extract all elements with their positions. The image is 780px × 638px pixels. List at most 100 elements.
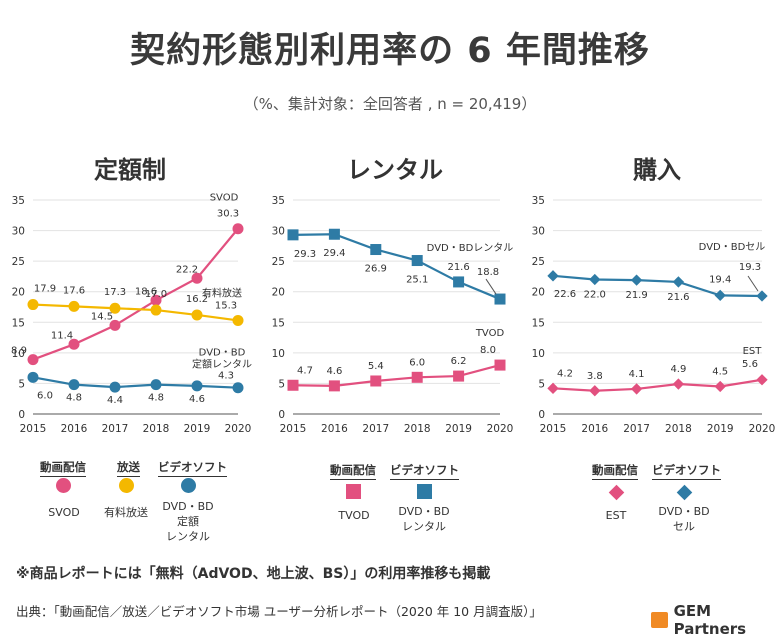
x-tick-label: 2015 bbox=[540, 423, 567, 435]
data-label: 4.5 bbox=[712, 366, 728, 377]
data-point bbox=[630, 383, 643, 395]
data-label: 25.1 bbox=[406, 275, 428, 286]
data-point bbox=[714, 380, 726, 393]
data-label: 18.8 bbox=[477, 267, 499, 278]
data-label: 5.4 bbox=[368, 361, 384, 372]
data-label: 19.4 bbox=[709, 274, 731, 285]
legend3-category-videosoft: ビデオソフト bbox=[652, 462, 721, 480]
data-point bbox=[672, 378, 685, 390]
data-label: 26.9 bbox=[365, 264, 387, 275]
y-tick-label: 5 bbox=[18, 378, 25, 390]
x-tick-label: 2020 bbox=[225, 423, 252, 435]
y-tick-label: 30 bbox=[12, 226, 25, 238]
data-point bbox=[370, 375, 382, 387]
series-line bbox=[552, 274, 763, 298]
data-label: 22.0 bbox=[584, 289, 606, 300]
legend-category-streaming: 動画配信 bbox=[40, 459, 86, 477]
data-point bbox=[27, 299, 39, 311]
data-label: 3.8 bbox=[587, 371, 603, 382]
x-tick-label: 2018 bbox=[665, 423, 692, 435]
data-point bbox=[589, 385, 601, 397]
data-point bbox=[494, 359, 506, 371]
series-name-label: EST bbox=[743, 346, 763, 357]
data-label: 4.9 bbox=[670, 364, 686, 375]
y-tick-label: 5 bbox=[278, 378, 285, 390]
y-tick-label: 25 bbox=[12, 256, 25, 268]
chart-title-subscription: 定額制 bbox=[94, 156, 166, 184]
legend-marker-dvd-subscription bbox=[181, 478, 196, 493]
series-line bbox=[292, 364, 501, 387]
data-label: 29.3 bbox=[294, 249, 316, 260]
y-tick-label: 35 bbox=[532, 195, 545, 207]
y-tick-label: 35 bbox=[12, 195, 25, 207]
data-point bbox=[232, 314, 244, 326]
y-tick-label: 20 bbox=[272, 287, 285, 299]
series-name-label: DVD・BD bbox=[199, 348, 246, 359]
x-tick-label: 2017 bbox=[362, 423, 389, 435]
y-tick-label: 35 bbox=[272, 195, 285, 207]
x-tick-label: 2020 bbox=[487, 423, 514, 435]
y-tick-label: 20 bbox=[12, 287, 25, 299]
data-label: 16.2 bbox=[186, 294, 208, 305]
data-label: 4.6 bbox=[189, 394, 205, 405]
x-tick-label: 2017 bbox=[623, 423, 650, 435]
data-label: 4.1 bbox=[629, 369, 645, 380]
legend-label-tvod: TVOD bbox=[338, 509, 370, 522]
leader-line bbox=[747, 275, 759, 292]
data-point bbox=[370, 244, 382, 256]
legend-marker-dvd-rental bbox=[417, 484, 432, 499]
data-point bbox=[68, 379, 80, 391]
series-name-label: DVD・BDセル bbox=[699, 241, 766, 253]
x-tick-label: 2018 bbox=[404, 423, 431, 435]
legend-label-est: EST bbox=[605, 509, 627, 522]
data-point bbox=[27, 371, 39, 383]
series-name-label: SVOD bbox=[210, 193, 239, 204]
chart-title-purchase: 購入 bbox=[633, 156, 681, 184]
x-tick-label: 2018 bbox=[143, 423, 170, 435]
series-name-label: DVD・BDレンタル bbox=[427, 242, 514, 254]
data-point bbox=[150, 304, 162, 316]
data-label: 19.3 bbox=[739, 262, 761, 273]
data-point bbox=[191, 380, 203, 392]
data-label: 5.6 bbox=[742, 359, 758, 370]
data-label: 8.9 bbox=[11, 346, 27, 357]
data-point bbox=[287, 229, 299, 241]
data-point bbox=[672, 276, 685, 288]
data-point bbox=[191, 272, 203, 284]
source-citation: 出典：「動画配信／放送／ビデオソフト市場 ユーザー分析レポート（2020 年 1… bbox=[16, 604, 542, 619]
legend-category-broadcast: 放送 bbox=[117, 459, 140, 477]
data-point bbox=[589, 273, 601, 286]
data-point bbox=[630, 274, 643, 286]
data-label: 21.6 bbox=[447, 262, 469, 273]
legend-marker-svod bbox=[56, 478, 71, 493]
data-point bbox=[494, 293, 506, 305]
y-tick-label: 0 bbox=[18, 409, 25, 421]
series-line bbox=[32, 303, 239, 322]
y-tick-label: 10 bbox=[272, 348, 285, 360]
x-tick-label: 2019 bbox=[707, 423, 734, 435]
data-point bbox=[328, 228, 340, 240]
y-tick-label: 0 bbox=[538, 409, 545, 421]
data-label: 22.6 bbox=[554, 289, 576, 300]
x-tick-label: 2016 bbox=[581, 423, 608, 435]
logo-icon bbox=[651, 612, 668, 628]
data-point bbox=[453, 370, 465, 382]
data-point bbox=[756, 290, 768, 302]
data-label: 4.8 bbox=[66, 393, 82, 404]
data-point bbox=[287, 379, 299, 391]
legend2-category-streaming: 動画配信 bbox=[330, 462, 376, 480]
x-tick-label: 2019 bbox=[445, 423, 472, 435]
series-line bbox=[32, 228, 239, 361]
legend2-category-videosoft: ビデオソフト bbox=[390, 462, 459, 480]
data-label: 14.5 bbox=[91, 311, 113, 322]
data-label: 11.4 bbox=[51, 330, 73, 341]
data-label: 6.0 bbox=[409, 357, 425, 368]
legend-label-dvd-rental: DVD・BD レンタル bbox=[398, 505, 450, 533]
data-point bbox=[411, 371, 423, 383]
data-label: 17.3 bbox=[104, 287, 126, 298]
x-tick-label: 2015 bbox=[20, 423, 47, 435]
data-label: 4.2 bbox=[557, 368, 573, 379]
y-tick-label: 25 bbox=[532, 256, 545, 268]
y-tick-label: 30 bbox=[532, 226, 545, 238]
